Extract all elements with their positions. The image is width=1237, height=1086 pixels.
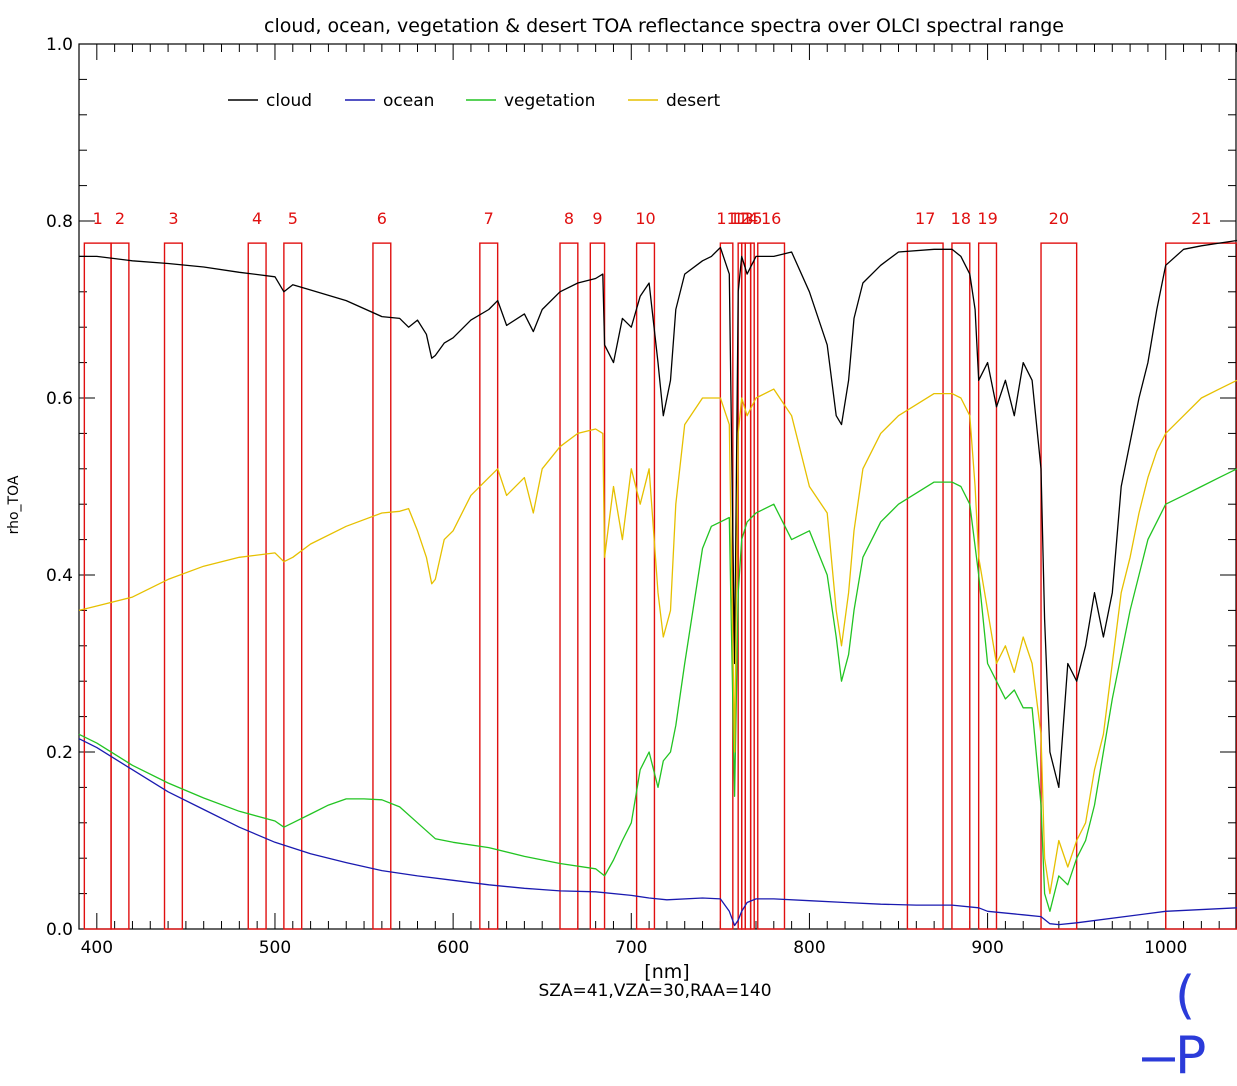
band-label: 16 xyxy=(761,209,781,228)
band-rect xyxy=(745,243,750,929)
band-rect xyxy=(84,243,111,929)
band-rect xyxy=(560,243,578,929)
y-axis-ticks: 0.0 0.2 0.4 0.6 0.8 1.0 xyxy=(46,35,1236,940)
y-axis-title: rho_TOA xyxy=(6,475,22,534)
band-rect xyxy=(373,243,391,929)
x-tick-label: 1000 xyxy=(1144,938,1187,958)
y-tick-label: 1.0 xyxy=(46,35,73,55)
legend-label: ocean xyxy=(383,91,434,111)
band-label: 4 xyxy=(252,209,262,228)
band-rect xyxy=(480,243,498,929)
x-tick-label: 700 xyxy=(615,938,647,958)
band-label: 21 xyxy=(1191,209,1211,228)
x-tick-label: 600 xyxy=(437,938,469,958)
legend-label: desert xyxy=(666,91,721,111)
x-tick-label: 800 xyxy=(793,938,825,958)
band-rect xyxy=(751,243,755,929)
series-line-cloud xyxy=(79,241,1237,788)
y-tick-label: 0.8 xyxy=(46,212,73,232)
band-label: 19 xyxy=(977,209,997,228)
band-rect xyxy=(248,243,266,929)
chart-subtitle: SZA=41,VZA=30,RAA=140 xyxy=(538,981,771,999)
band-label: 1 xyxy=(93,209,103,228)
series-line-ocean xyxy=(79,739,1237,926)
band-rect xyxy=(111,243,129,929)
band-label: 20 xyxy=(1049,209,1069,228)
corner-logo-text: ( ̶P xyxy=(1175,966,1206,1086)
band-rect xyxy=(1166,243,1237,929)
x-tick-label: 500 xyxy=(259,938,291,958)
band-label: 10 xyxy=(635,209,655,228)
band-label: 18 xyxy=(951,209,971,228)
band-rect xyxy=(758,243,785,929)
reflectance-chart: cloud, ocean, vegetation & desert TOA re… xyxy=(0,0,1237,999)
x-tick-label: 900 xyxy=(971,938,1003,958)
legend-label: cloud xyxy=(266,91,312,111)
legend: cloud ocean vegetation desert xyxy=(228,91,721,111)
band-rect xyxy=(590,243,604,929)
y-tick-label: 0.6 xyxy=(46,389,73,409)
plot-border xyxy=(79,44,1236,929)
band-label: 5 xyxy=(288,209,298,228)
series-lines xyxy=(79,241,1237,926)
x-axis-title: [nm] xyxy=(644,961,689,983)
band-rect xyxy=(165,243,183,929)
band-rect xyxy=(979,243,997,929)
band-label: 8 xyxy=(564,209,574,228)
y-tick-label: 0.4 xyxy=(46,566,73,586)
legend-label: vegetation xyxy=(504,91,595,111)
band-label: 3 xyxy=(168,209,178,228)
band-rect xyxy=(1041,243,1077,929)
corner-logo-fragment: ( ̶P xyxy=(1175,966,1237,1086)
band-label: 7 xyxy=(484,209,494,228)
chart-title: cloud, ocean, vegetation & desert TOA re… xyxy=(264,15,1064,37)
band-label: 6 xyxy=(377,209,387,228)
series-line-desert xyxy=(79,380,1237,893)
y-tick-label: 0.0 xyxy=(46,920,73,940)
band-label: 2 xyxy=(115,209,125,228)
x-tick-label: 400 xyxy=(81,938,113,958)
y-tick-label: 0.2 xyxy=(46,743,73,763)
plot-frame xyxy=(79,44,1236,929)
band-rect xyxy=(637,243,655,929)
band-rect xyxy=(907,243,943,929)
x-axis-ticks: 400 500 600 700 800 900 1000 xyxy=(79,44,1237,958)
series-line-vegetation xyxy=(79,469,1237,912)
band-label: 9 xyxy=(592,209,602,228)
band-label: 15 xyxy=(742,209,762,228)
band-label: 17 xyxy=(915,209,935,228)
band-rect xyxy=(952,243,970,929)
